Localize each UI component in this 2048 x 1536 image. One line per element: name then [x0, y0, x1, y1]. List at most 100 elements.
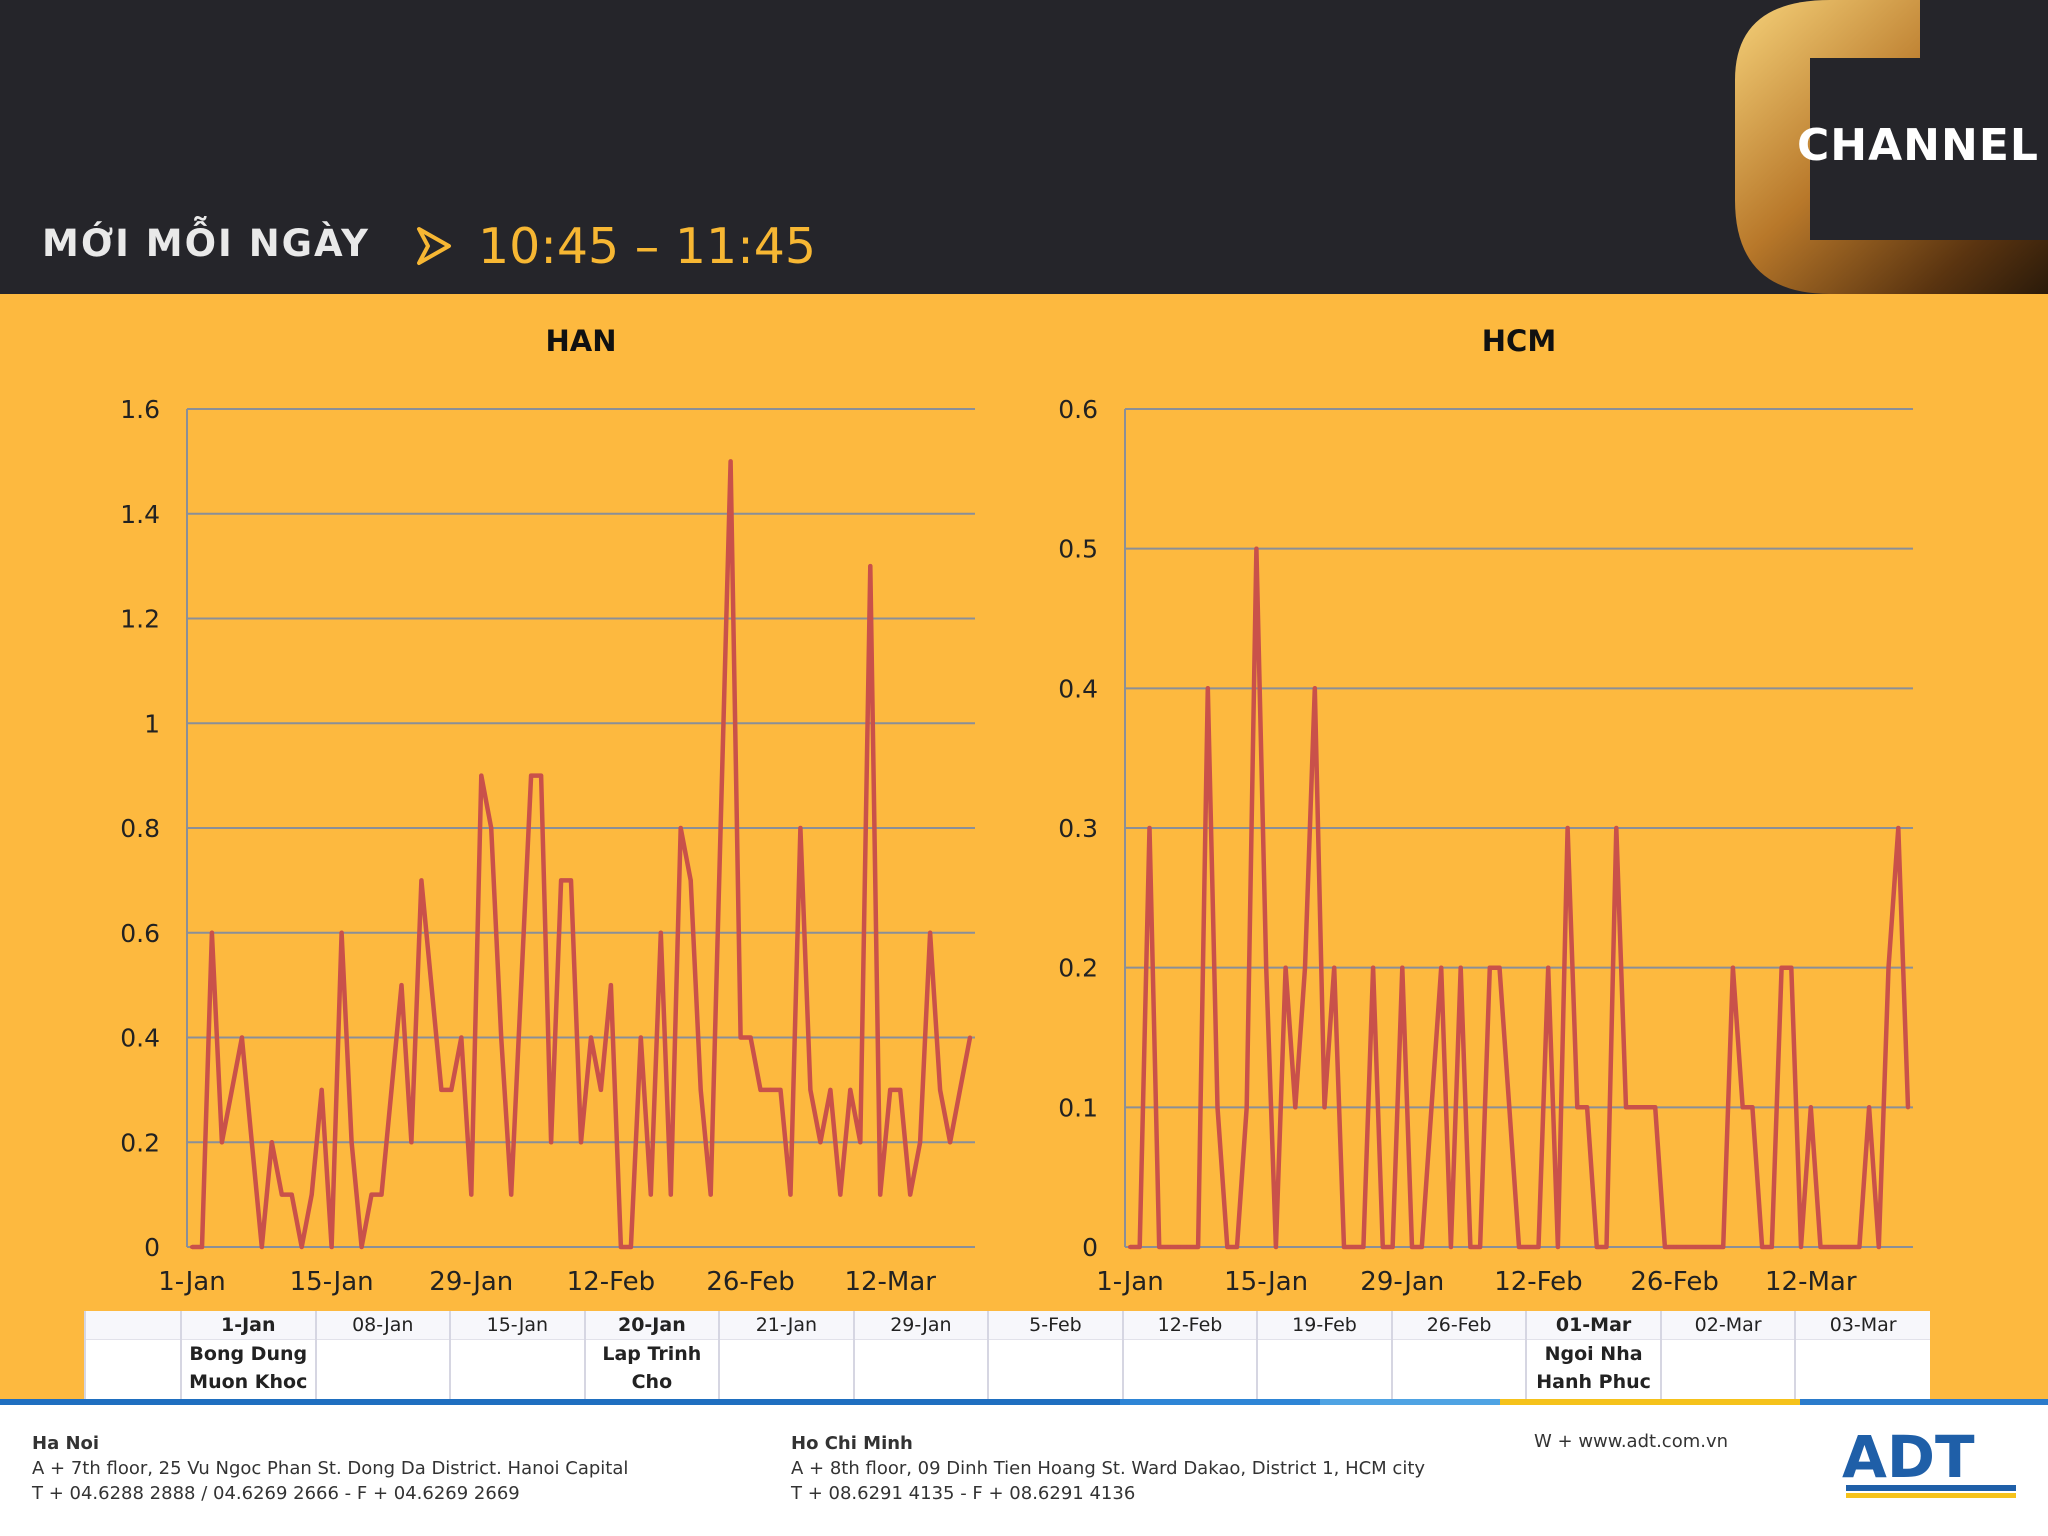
- data-point: [1303, 965, 1308, 970]
- footer-hcm-phone: T + 08.6291 4135 - F + 08.6291 4136: [791, 1483, 1136, 1504]
- data-point: [1196, 1245, 1201, 1249]
- data-point: [1273, 1245, 1278, 1249]
- data-point: [708, 1192, 713, 1197]
- data-point: [1147, 826, 1152, 830]
- data-point: [429, 983, 434, 988]
- data-point: [968, 1035, 972, 1040]
- schedule-dates-row: 1-Jan 08-Jan 15-Jan 20-Jan 21-Jan 29-Jan 5-Feb…: [84, 1311, 1930, 1340]
- data-point: [1166, 1245, 1171, 1249]
- data-point: [1906, 1105, 1910, 1110]
- data-point: [878, 1192, 883, 1197]
- brand-title: MỚI MỖI NGÀY: [42, 222, 370, 265]
- data-point: [1546, 965, 1551, 970]
- data-point: [1244, 1105, 1249, 1110]
- data-point: [449, 1087, 454, 1092]
- data-point: [459, 1035, 464, 1040]
- data-point: [588, 1035, 593, 1040]
- data-point: [1332, 965, 1337, 970]
- footer-hanoi-name: Ha Noi: [32, 1433, 100, 1454]
- data-point: [299, 1245, 304, 1249]
- data-point: [1205, 686, 1210, 691]
- data-point: [1769, 1245, 1774, 1249]
- data-point: [908, 1192, 913, 1197]
- data-point: [349, 1140, 354, 1145]
- schedule-date-cell: 1-Jan: [180, 1311, 316, 1340]
- data-point: [598, 1087, 603, 1092]
- y-tick-label: 0.6: [1058, 395, 1098, 424]
- data-point: [1507, 1105, 1512, 1110]
- data-point: [1458, 965, 1463, 970]
- schedule-date-cell: 21-Jan: [718, 1311, 854, 1340]
- data-point: [209, 930, 214, 935]
- data-point: [958, 1087, 963, 1092]
- header-bar: MỚI MỖI NGÀY 10:45 – 11:45 CHANNEL: [0, 0, 2048, 294]
- y-tick-label: 0.2: [1058, 954, 1098, 983]
- schedule-title-line: Ngoi Nha: [1544, 1343, 1643, 1365]
- x-tick-label: 29-Jan: [1360, 1267, 1444, 1297]
- footer-color-strip: [0, 1399, 2048, 1405]
- data-point: [1653, 1105, 1658, 1110]
- footer-website-link[interactable]: W + www.adt.com.vn: [1534, 1431, 1729, 1452]
- schedule-date-cell: 12-Feb: [1121, 1311, 1258, 1340]
- data-point: [359, 1245, 364, 1249]
- time-range: 10:45 – 11:45: [478, 218, 817, 275]
- y-tick-label: 0.8: [120, 814, 160, 843]
- data-point: [1828, 1245, 1833, 1249]
- data-point: [1672, 1245, 1677, 1249]
- data-point: [928, 930, 933, 935]
- data-point: [838, 1192, 843, 1197]
- data-point: [529, 773, 534, 778]
- data-point: [608, 983, 613, 988]
- data-point: [1633, 1105, 1638, 1110]
- data-point: [688, 878, 693, 883]
- data-point: [1662, 1245, 1667, 1249]
- data-point: [1137, 1245, 1142, 1249]
- data-point: [718, 826, 723, 830]
- data-point: [638, 1035, 643, 1040]
- data-point: [239, 1035, 244, 1040]
- data-point: [1361, 1245, 1366, 1249]
- y-tick-label: 1: [144, 709, 160, 738]
- data-point: [1312, 686, 1317, 691]
- data-point: [1867, 1105, 1872, 1110]
- y-tick-label: 0.1: [1058, 1093, 1098, 1122]
- data-point: [758, 1087, 763, 1092]
- x-tick-label: 12-Feb: [1494, 1267, 1583, 1297]
- schedule-date-cell: 26-Feb: [1390, 1311, 1527, 1340]
- data-point: [698, 1087, 703, 1092]
- data-point: [1643, 1105, 1648, 1110]
- data-point: [678, 826, 683, 830]
- y-tick-label: 0.4: [120, 1024, 160, 1053]
- data-point: [439, 1087, 444, 1092]
- data-point: [738, 1035, 743, 1040]
- footer: Ha Noi A + 7th floor, 25 Vu Ngoc Phan St…: [0, 1405, 2048, 1536]
- x-tick-label: 1-Jan: [1096, 1267, 1163, 1297]
- schedule-date-cell: 5-Feb: [987, 1311, 1123, 1340]
- data-point: [1886, 965, 1891, 970]
- data-point: [539, 773, 544, 778]
- schedule-title-line: Hanh Phuc: [1536, 1371, 1651, 1393]
- data-point: [1400, 965, 1405, 970]
- data-point: [1623, 1105, 1628, 1110]
- data-point: [1157, 1245, 1162, 1249]
- data-point: [1225, 1245, 1230, 1249]
- data-point: [1604, 1245, 1609, 1249]
- data-point: [1380, 1245, 1385, 1249]
- series-line: [192, 459, 973, 1250]
- data-point: [668, 1192, 673, 1197]
- data-point: [1234, 1245, 1239, 1249]
- data-point: [509, 1192, 514, 1197]
- data-point: [1478, 1245, 1483, 1249]
- x-tick-label: 12-Feb: [567, 1267, 656, 1297]
- x-tick-label: 26-Feb: [706, 1267, 795, 1297]
- data-point: [938, 1087, 943, 1092]
- data-point: [269, 1140, 274, 1145]
- data-point: [1682, 1245, 1687, 1249]
- data-point: [1721, 1245, 1726, 1249]
- data-point: [549, 1140, 554, 1145]
- data-point: [1468, 1245, 1473, 1249]
- footer-hanoi: Ha Noi A + 7th floor, 25 Vu Ngoc Phan St…: [32, 1431, 628, 1506]
- data-point: [339, 930, 344, 935]
- data-point: [1176, 1245, 1181, 1249]
- y-tick-label: 0.3: [1058, 814, 1098, 843]
